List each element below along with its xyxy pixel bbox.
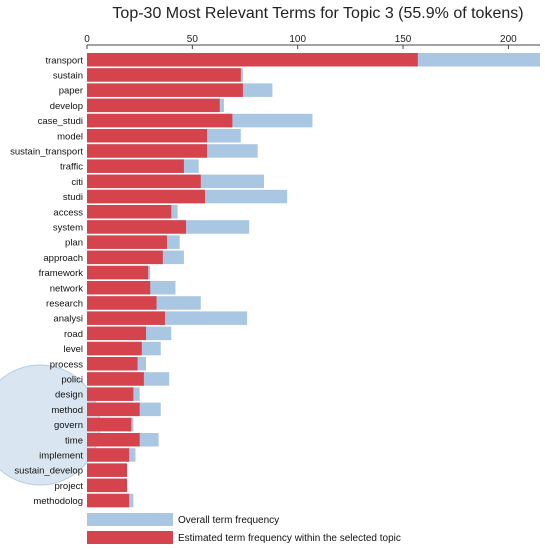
topic-frequency-bar bbox=[87, 433, 140, 447]
category-label: case_studi bbox=[38, 116, 83, 127]
category-label: govern bbox=[54, 420, 83, 431]
topic-frequency-bar bbox=[87, 235, 168, 249]
topic-frequency-bar bbox=[87, 417, 132, 432]
legend-label: Estimated term frequency within the sele… bbox=[178, 533, 401, 544]
category-label: time bbox=[65, 435, 83, 446]
x-tick-label: 100 bbox=[289, 34, 306, 45]
topic-frequency-bar bbox=[87, 387, 134, 401]
topic-frequency-bar bbox=[87, 174, 201, 189]
topic-frequency-bar bbox=[87, 98, 220, 113]
x-tick-label: 50 bbox=[187, 34, 199, 45]
category-label: framework bbox=[39, 268, 84, 279]
category-label: system bbox=[53, 222, 83, 233]
category-label: network bbox=[50, 283, 84, 294]
topic-frequency-bar bbox=[87, 341, 142, 356]
topic-frequency-bar bbox=[87, 493, 130, 508]
category-label: access bbox=[53, 207, 83, 218]
bars-group bbox=[87, 53, 540, 508]
chart-title: Top-30 Most Relevant Terms for Topic 3 (… bbox=[112, 5, 523, 22]
category-label: implement bbox=[39, 450, 83, 461]
topic-frequency-bar bbox=[87, 357, 138, 371]
topic-frequency-bar bbox=[87, 129, 208, 143]
legend-label: Overall term frequency bbox=[178, 515, 279, 526]
category-label: traffic bbox=[60, 162, 83, 173]
legend-swatch bbox=[87, 513, 173, 526]
topic-frequency-bar bbox=[87, 372, 144, 386]
category-label: level bbox=[63, 344, 83, 355]
category-label: sustain_transport bbox=[10, 146, 83, 157]
topic-frequency-bar bbox=[87, 463, 128, 477]
category-label: sustain bbox=[53, 70, 83, 81]
category-label: citi bbox=[71, 177, 83, 188]
topic-frequency-bar bbox=[87, 402, 140, 417]
topic-frequency-bar bbox=[87, 326, 146, 341]
category-label: project bbox=[54, 481, 83, 492]
category-labels: transport sustain paper develop case_studimo… bbox=[10, 55, 83, 507]
category-label: paper bbox=[59, 86, 83, 97]
topic-frequency-bar bbox=[87, 220, 187, 234]
topic-frequency-bar bbox=[87, 296, 157, 310]
category-label: develop bbox=[50, 101, 83, 112]
category-label: approach bbox=[43, 253, 83, 264]
category-label: transport bbox=[46, 55, 84, 66]
category-label: sustain_develop bbox=[14, 466, 83, 477]
category-label: research bbox=[46, 298, 83, 309]
topic-frequency-bar bbox=[87, 189, 205, 204]
category-label: analysi bbox=[53, 314, 83, 325]
topic-frequency-bar bbox=[87, 281, 151, 295]
x-tick-label: 0 bbox=[84, 34, 90, 45]
category-label: plan bbox=[65, 238, 83, 249]
topic-frequency-bar bbox=[87, 205, 172, 219]
topic-frequency-bar bbox=[87, 68, 241, 82]
category-label: method bbox=[51, 405, 83, 416]
category-label: studi bbox=[63, 192, 83, 203]
legend-swatch bbox=[87, 531, 173, 544]
x-tick-label: 150 bbox=[395, 34, 412, 45]
legend: Overall term frequency Estimated term fre… bbox=[87, 513, 401, 544]
topic-frequency-bar bbox=[87, 265, 149, 280]
x-tick-label: 200 bbox=[500, 34, 517, 45]
topic-frequency-bar bbox=[87, 478, 128, 493]
topic-frequency-bar bbox=[87, 448, 130, 462]
category-label: model bbox=[57, 131, 83, 142]
category-label: process bbox=[50, 359, 84, 370]
topic-frequency-bar bbox=[87, 250, 163, 265]
category-label: design bbox=[55, 390, 83, 401]
category-label: methodolog bbox=[33, 496, 83, 507]
category-label: road bbox=[64, 329, 83, 340]
topic-frequency-bar bbox=[87, 144, 208, 158]
topic-frequency-bar bbox=[87, 311, 165, 325]
topic-frequency-bar bbox=[87, 113, 233, 128]
topic-frequency-bar bbox=[87, 83, 243, 97]
x-axis: 0 50 100 150 200 bbox=[84, 34, 540, 49]
category-label: polici bbox=[61, 374, 83, 385]
topic-frequency-bar bbox=[87, 53, 418, 67]
topic-frequency-bar bbox=[87, 159, 184, 173]
